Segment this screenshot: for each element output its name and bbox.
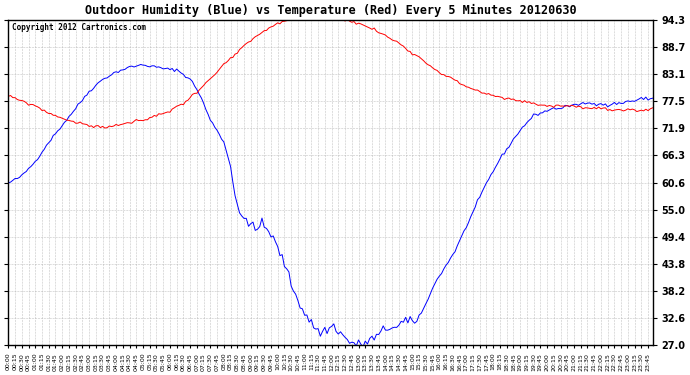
Text: Copyright 2012 Cartronics.com: Copyright 2012 Cartronics.com bbox=[12, 23, 146, 32]
Title: Outdoor Humidity (Blue) vs Temperature (Red) Every 5 Minutes 20120630: Outdoor Humidity (Blue) vs Temperature (… bbox=[85, 4, 576, 17]
